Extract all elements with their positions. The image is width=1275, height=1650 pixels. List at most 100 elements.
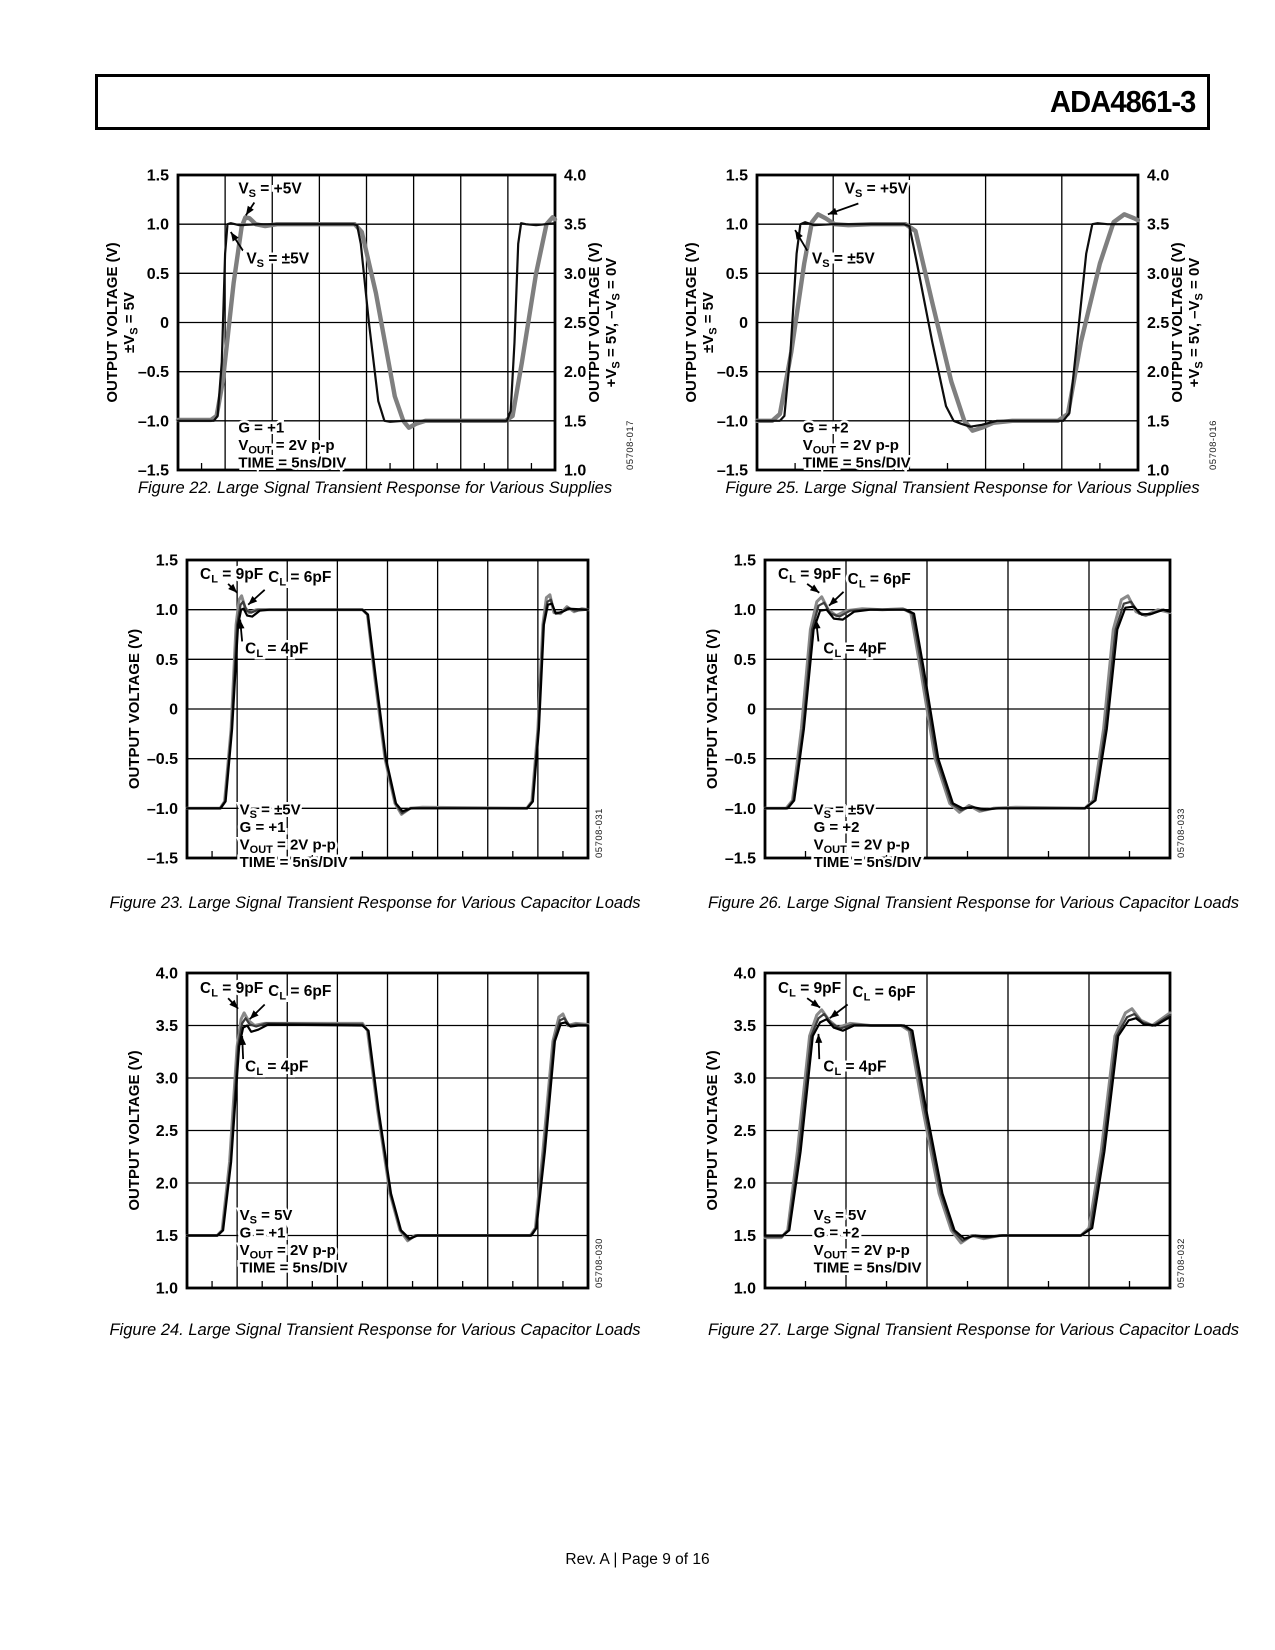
- ytick-right: 2.5: [564, 315, 586, 332]
- y-axis-title-right: OUTPUT VOLTAGE (V) +VS = 5V, –VS = 0V: [586, 242, 623, 402]
- info-line: VOUT = 2V p-p: [814, 1242, 910, 1262]
- svg-text:05708-032: 05708-032: [1176, 1238, 1187, 1288]
- annotation-arrowhead: [249, 1010, 259, 1020]
- svg-text:OUTPUT VOLTAGE (V): OUTPUT VOLTAGE (V): [704, 1050, 721, 1210]
- svg-text:OUTPUT VOLTAGE (V): OUTPUT VOLTAGE (V): [1169, 242, 1186, 402]
- ytick-left: 0.5: [734, 652, 756, 669]
- info-line: TIME = 5ns/DIV: [240, 854, 348, 871]
- annotation-label: CL = 4pF: [823, 640, 886, 660]
- ytick-left: 1.0: [734, 1281, 756, 1298]
- ytick-left: –1.0: [147, 801, 178, 818]
- y-axis-title-left: OUTPUT VOLTAGE (V) ±VS = 5V: [104, 242, 141, 402]
- ytick-left: 0: [160, 315, 169, 332]
- annotation-label: CL = 9pF: [200, 980, 263, 1000]
- info-line: G = +1: [240, 819, 286, 836]
- trace-0: [754, 212, 1141, 433]
- ytick-left: 3.0: [156, 1071, 178, 1088]
- ytick-left: –1.5: [717, 463, 748, 480]
- info-line: TIME = 5ns/DIV: [814, 854, 922, 871]
- ytick-left: 1.0: [147, 217, 169, 234]
- ytick-right: 4.0: [1147, 168, 1169, 185]
- annotation-label: VS = ±5V: [246, 251, 309, 271]
- ytick-right: 1.0: [564, 463, 586, 480]
- plot-border: [763, 558, 1172, 860]
- annotation-label: VS = ±5V: [812, 251, 875, 271]
- figure-code: 05708-016: [1208, 420, 1219, 470]
- ytick-left: 2.5: [156, 1123, 178, 1140]
- svg-text:±VS = 5V: ±VS = 5V: [700, 292, 720, 353]
- ytick-right: 2.5: [1147, 315, 1169, 332]
- ytick-right: 1.0: [1147, 463, 1169, 480]
- svg-text:OUTPUT VOLTAGE (V): OUTPUT VOLTAGE (V): [683, 242, 700, 402]
- caption-figure-26: Figure 26. Large Signal Transient Respon…: [707, 894, 1240, 912]
- ytick-left: 1.5: [156, 1228, 178, 1245]
- ytick-left: 4.0: [734, 966, 756, 983]
- graticule: [178, 175, 555, 470]
- annotation-arrowhead: [810, 999, 821, 1008]
- plot-border: [763, 971, 1172, 1290]
- annotation-label: CL = 9pF: [200, 566, 263, 586]
- annotation-arrowhead: [248, 596, 258, 605]
- ytick-left: 0.5: [726, 266, 748, 283]
- ytick-right: 1.5: [564, 413, 586, 430]
- svg-text:OUTPUT VOLTAGE (V): OUTPUT VOLTAGE (V): [126, 629, 143, 789]
- annotation-arrowhead: [230, 232, 239, 242]
- info-line: VOUT = 2V p-p: [240, 1242, 336, 1262]
- ytick-left: –1.0: [138, 413, 169, 430]
- ytick-left: 4.0: [156, 966, 178, 983]
- svg-text:+VS = 5V, –VS = 0V: +VS = 5V, –VS = 0V: [1186, 258, 1206, 388]
- annotation-label: VS = +5V: [845, 181, 909, 201]
- ytick-left: 1.5: [734, 1228, 756, 1245]
- info-line: VS = 5V: [814, 1207, 867, 1227]
- caption-figure-23: Figure 23. Large Signal Transient Respon…: [109, 894, 641, 912]
- svg-text:05708-031: 05708-031: [594, 808, 605, 858]
- svg-text:±VS = 5V: ±VS = 5V: [121, 292, 141, 353]
- trace-2: [763, 605, 1172, 811]
- figure-code: 05708-030: [594, 1238, 605, 1288]
- svg-text:OUTPUT VOLTAGE (V): OUTPUT VOLTAGE (V): [704, 629, 721, 789]
- annotation-arrowhead: [809, 584, 820, 593]
- caption-figure-22: Figure 22. Large Signal Transient Respon…: [137, 479, 613, 497]
- annotation-label: CL = 6pF: [852, 984, 915, 1004]
- y-axis-title-right: OUTPUT VOLTAGE (V) +VS = 5V, –VS = 0V: [1169, 242, 1206, 402]
- annotations: VS = +5V VS = ±5V: [794, 178, 911, 273]
- trace-0: [763, 1007, 1172, 1245]
- annotation-label: CL = 4pF: [245, 1059, 308, 1079]
- annotations: CL = 9pF CL = 6pF CL = 4pF: [198, 977, 334, 1080]
- info-line: G = +2: [803, 420, 849, 437]
- info-line: VOUT = 2V p-p: [240, 836, 336, 856]
- ytick-left: 2.5: [734, 1123, 756, 1140]
- traces: [185, 593, 590, 816]
- y-axis-title-left: OUTPUT VOLTAGE (V): [704, 629, 721, 789]
- annotation-label: CL = 4pF: [245, 640, 308, 660]
- plot-border: [185, 971, 590, 1290]
- chart-figure-26: CL = 9pF CL = 6pF CL = 4pF VS = ±5VG = +2VO…: [704, 553, 1187, 874]
- ytick-left: 2.0: [156, 1176, 178, 1193]
- annotation-label: CL = 9pF: [778, 566, 841, 586]
- ytick-left: 0: [739, 315, 748, 332]
- trace-2: [763, 1016, 1172, 1240]
- annotation-arrowhead: [829, 596, 838, 606]
- plot-border: [755, 173, 1140, 472]
- annotation-label: CL = 6pF: [268, 983, 331, 1003]
- svg-text:05708-017: 05708-017: [625, 420, 636, 470]
- page-title: ADA4861-3: [1050, 84, 1196, 119]
- annotation-label: CL = 9pF: [778, 980, 841, 1000]
- annotation-arrowhead: [238, 1036, 247, 1046]
- svg-text:OUTPUT VOLTAGE (V): OUTPUT VOLTAGE (V): [586, 242, 603, 402]
- annotation-arrowhead: [815, 1033, 823, 1043]
- svg-text:05708-030: 05708-030: [594, 1238, 605, 1288]
- info-line: TIME = 5ns/DIV: [803, 455, 911, 472]
- ytick-left: –1.5: [147, 851, 178, 868]
- trace-1: [763, 1012, 1172, 1242]
- ytick-left: –1.0: [725, 801, 756, 818]
- annotation-arrowhead: [228, 583, 238, 593]
- ytick-right: 3.0: [564, 266, 586, 283]
- ytick-left: –0.5: [147, 751, 178, 768]
- annotation-arrowhead: [237, 619, 245, 629]
